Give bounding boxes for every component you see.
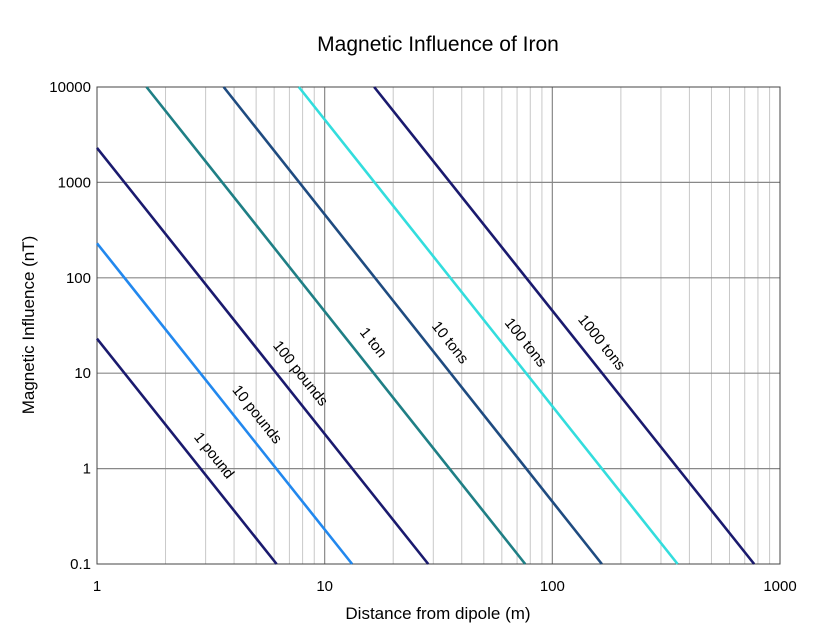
y-tick-labels: 0.1 1 10 100 1000 10000 xyxy=(49,79,91,573)
x-tick-label: 100 xyxy=(540,578,565,595)
series-line-1000-tons xyxy=(373,86,756,565)
y-tick-label: 100 xyxy=(66,270,91,287)
y-tick-label: 10000 xyxy=(49,79,91,96)
x-tick-label: 10 xyxy=(316,578,333,595)
x-tick-label: 1 xyxy=(93,578,101,595)
series-lines xyxy=(95,86,756,565)
y-axis-label: Magnetic Influence (nT) xyxy=(19,236,38,415)
series-line-10-pounds xyxy=(95,242,354,565)
y-tick-label: 0.1 xyxy=(70,556,91,573)
series-line-100-pounds xyxy=(95,147,430,565)
y-tick-label: 10 xyxy=(74,365,91,382)
y-tick-label: 1000 xyxy=(58,174,91,191)
y-tick-label: 1 xyxy=(83,461,91,478)
series-label: 1 pound xyxy=(190,429,237,482)
x-tick-label: 1000 xyxy=(763,578,796,595)
series-label: 100 tons xyxy=(501,315,550,371)
series-line-10-tons xyxy=(222,86,603,565)
series-label: 10 tons xyxy=(428,318,472,367)
x-tick-labels: 1 10 100 1000 xyxy=(93,578,797,595)
series-label: 10 pounds xyxy=(228,382,285,447)
grid xyxy=(97,87,780,564)
series-line-1-pound xyxy=(95,337,278,565)
series-line-100-tons xyxy=(297,86,679,565)
series-line-1-ton xyxy=(145,86,527,565)
x-axis-label: Distance from dipole (m) xyxy=(345,604,530,623)
plot-frame xyxy=(96,86,781,565)
chart-title: Magnetic Influence of Iron xyxy=(317,33,559,56)
